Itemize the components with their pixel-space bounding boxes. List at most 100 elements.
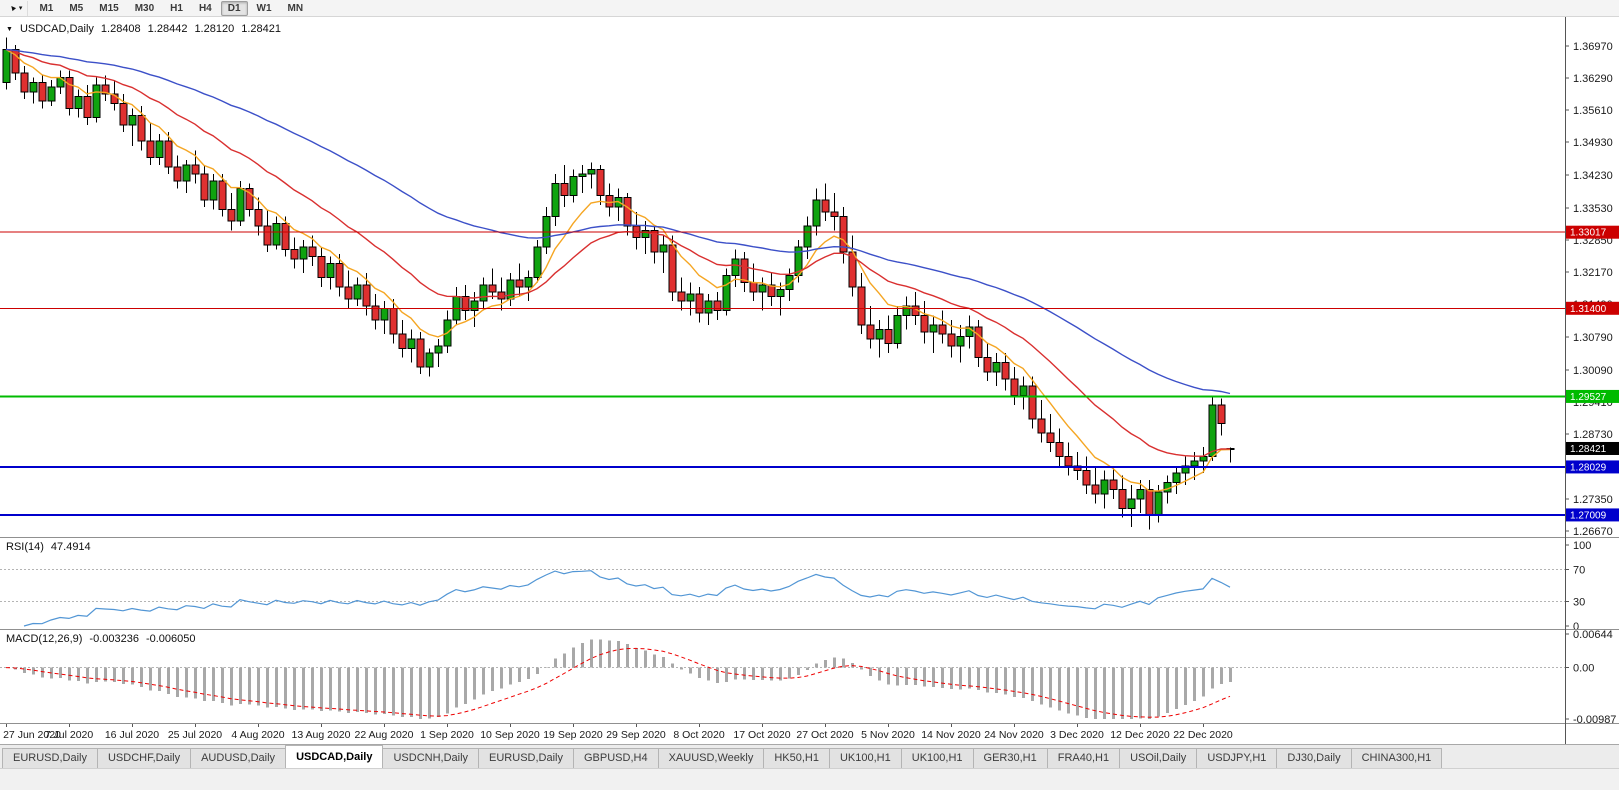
svg-text:1.30090: 1.30090 [1573, 365, 1613, 377]
status-bar [0, 768, 1619, 790]
chart-ohlc-label: ▼ USDCAD,Daily 1.28408 1.28442 1.28120 1… [6, 23, 281, 35]
price-line-badge-1.31400: 1.31400 [1566, 301, 1619, 315]
rsi-indicator-label: RSI(14) 47.4914 [6, 541, 91, 553]
timeframe-button-d1[interactable]: D1 [220, 0, 248, 16]
svg-text:1.26670: 1.26670 [1573, 526, 1613, 538]
symbol-tab-0-eurusd-daily[interactable]: EURUSD,Daily [2, 748, 98, 768]
current-price-badge: 1.28421 [1566, 441, 1619, 455]
symbol-tab-14-usdjpy-h1[interactable]: USDJPY,H1 [1196, 748, 1278, 768]
svg-text:19 Sep 2020: 19 Sep 2020 [543, 729, 603, 741]
symbol-tab-1-usdchf-daily[interactable]: USDCHF,Daily [96, 748, 192, 768]
macd-name: MACD(12,26,9) [6, 633, 83, 645]
timeframe-toolbar: M1 M5 M15 M30 H1 H4 D1 W1 MN [32, 0, 310, 16]
svg-text:0.00: 0.00 [1573, 663, 1594, 675]
svg-text:5 Nov 2020: 5 Nov 2020 [861, 729, 915, 741]
svg-text:12 Dec 2020: 12 Dec 2020 [1110, 729, 1170, 741]
svg-text:1.28421: 1.28421 [1570, 444, 1607, 455]
timeframe-button-m1[interactable]: M1 [39, 2, 54, 14]
symbol-tab-4-usdcnh-daily[interactable]: USDCNH,Daily [382, 748, 480, 768]
svg-text:1.27350: 1.27350 [1573, 494, 1613, 506]
cursor-tool-button[interactable]: ▲ ▾ [4, 0, 29, 16]
svg-text:3 Dec 2020: 3 Dec 2020 [1050, 729, 1104, 741]
svg-text:1.30790: 1.30790 [1573, 332, 1613, 344]
chart-region: 1.36970 1.36290 1.35610 1.34930 1.34230 1.335… [0, 17, 1619, 744]
macd-indicator-label: MACD(12,26,9) -0.003236 -0.006050 [6, 633, 196, 645]
svg-text:1.36290: 1.36290 [1573, 73, 1613, 85]
price-line-badge-1.27009: 1.27009 [1566, 508, 1619, 522]
svg-text:0: 0 [1573, 621, 1579, 633]
symbol-tab-12-fra40-h1[interactable]: FRA40,H1 [1046, 748, 1121, 768]
svg-text:29 Sep 2020: 29 Sep 2020 [606, 729, 666, 741]
symbol-tab-8-hk50-h1[interactable]: HK50,H1 [763, 748, 830, 768]
svg-text:22 Aug 2020: 22 Aug 2020 [355, 729, 414, 741]
timeframe-button-mn[interactable]: MN [287, 2, 304, 14]
macd-signal-value: -0.006050 [145, 633, 196, 645]
symbol-tab-6-gbpusd-h4[interactable]: GBPUSD,H4 [573, 748, 659, 768]
toolbar: ▲ ▾ M1 M5 M15 M30 H1 H4 D1 W1 MN [0, 0, 1619, 17]
macd-panel: 0.00644 0.00 -0.00987 [0, 629, 1616, 726]
chart-low: 1.28120 [194, 23, 235, 35]
price-lines: 1.33017 1.31400 1.29527 1.28029 1.27009 [0, 225, 1619, 522]
price-line-badge-1.29527: 1.29527 [1566, 389, 1619, 403]
svg-text:0.00644: 0.00644 [1573, 629, 1613, 641]
symbol-tab-16-china300-h1[interactable]: CHINA300,H1 [1350, 748, 1443, 768]
timeframe-button-m5[interactable]: M5 [69, 2, 84, 14]
svg-text:1.34930: 1.34930 [1573, 137, 1613, 149]
chart-canvas[interactable]: 1.36970 1.36290 1.35610 1.34930 1.34230 1.335… [0, 17, 1619, 744]
timeframe-button-m15[interactable]: M15 [99, 2, 119, 14]
svg-text:1.31400: 1.31400 [1570, 304, 1607, 315]
ma-line-21 [5, 48, 1231, 457]
symbol-tab-5-eurusd-daily[interactable]: EURUSD,Daily [478, 748, 574, 768]
svg-text:4 Aug 2020: 4 Aug 2020 [231, 729, 284, 741]
candlestick-series [2, 37, 1235, 530]
chart-symbol: USDCAD,Daily [19, 23, 94, 35]
svg-text:-0.00987: -0.00987 [1573, 714, 1616, 726]
symbol-tab-7-xauusd-weekly[interactable]: XAUUSD,Weekly [657, 748, 765, 768]
svg-text:14 Nov 2020: 14 Nov 2020 [921, 729, 981, 741]
price-line-badge-1.33017: 1.33017 [1566, 225, 1619, 239]
chart-marker-icon: ▼ [6, 25, 13, 33]
svg-text:13 Aug 2020: 13 Aug 2020 [292, 729, 351, 741]
rsi-name: RSI(14) [6, 541, 44, 553]
svg-text:1.28029: 1.28029 [1570, 462, 1607, 473]
symbol-tab-10-uk100-h1[interactable]: UK100,H1 [900, 748, 974, 768]
symbol-tab-2-audusd-daily[interactable]: AUDUSD,Daily [190, 748, 287, 768]
svg-text:10 Sep 2020: 10 Sep 2020 [480, 729, 540, 741]
symbol-tabbar: EURUSD,Daily USDCHF,Daily AUDUSD,Daily USDC… [0, 744, 1619, 768]
chart-close: 1.28421 [241, 23, 281, 35]
rsi-panel: 100 70 30 0 [0, 540, 1591, 633]
svg-text:27 Jun 2020: 27 Jun 2020 [3, 729, 61, 741]
svg-text:8 Oct 2020: 8 Oct 2020 [673, 729, 725, 741]
svg-text:22 Dec 2020: 22 Dec 2020 [1173, 729, 1233, 741]
price-line-badge-1.28029: 1.28029 [1566, 460, 1619, 474]
macd-histogram [14, 639, 1232, 719]
symbol-tab-15-dj30-daily[interactable]: DJ30,Daily [1276, 748, 1352, 768]
macd-main-value: -0.003236 [89, 633, 139, 645]
svg-text:30: 30 [1573, 597, 1585, 609]
svg-text:25 Jul 2020: 25 Jul 2020 [168, 729, 222, 741]
svg-text:27 Oct 2020: 27 Oct 2020 [796, 729, 853, 741]
symbol-tab-9-uk100-h1[interactable]: UK100,H1 [828, 748, 902, 768]
svg-text:1.33017: 1.33017 [1570, 228, 1607, 239]
timeframe-button-w1[interactable]: W1 [256, 2, 272, 14]
timeframe-button-m30[interactable]: M30 [134, 2, 155, 14]
svg-text:70: 70 [1573, 564, 1585, 576]
timeframe-button-h1[interactable]: H1 [170, 2, 183, 14]
rsi-value: 47.4914 [50, 541, 91, 553]
svg-text:7 Jul 2020: 7 Jul 2020 [45, 729, 94, 741]
svg-text:16 Jul 2020: 16 Jul 2020 [105, 729, 159, 741]
symbol-tab-3-usdcad-daily[interactable]: USDCAD,Daily [285, 745, 384, 768]
svg-text:1.36970: 1.36970 [1573, 41, 1613, 53]
chevron-down-icon: ▾ [18, 5, 23, 12]
timeframe-button-h4[interactable]: H4 [198, 2, 212, 14]
rsi-line [23, 570, 1231, 627]
chart-high: 1.28442 [147, 23, 188, 35]
ma-line-8 [5, 48, 1231, 492]
svg-text:1.27009: 1.27009 [1570, 510, 1607, 521]
chart-open: 1.28408 [100, 23, 141, 35]
symbol-tab-13-usoil-daily[interactable]: USOil,Daily [1119, 748, 1198, 768]
svg-text:17 Oct 2020: 17 Oct 2020 [733, 729, 790, 741]
symbol-tab-11-ger30-h1[interactable]: GER30,H1 [972, 748, 1048, 768]
